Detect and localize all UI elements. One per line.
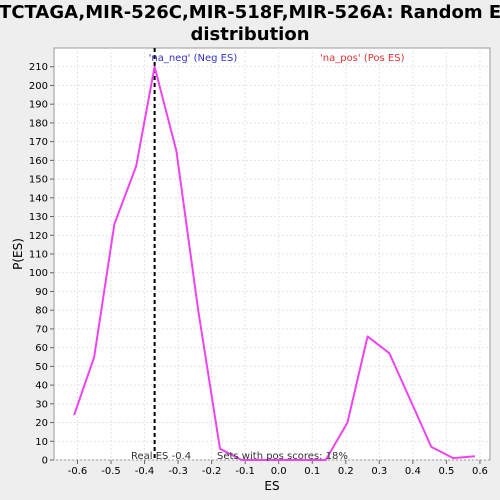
y-tick-label: 70	[35, 324, 48, 335]
y-tick-label: 160	[29, 156, 48, 167]
y-tick-label: 40	[35, 381, 48, 392]
x-tick-label: -0.6	[68, 466, 88, 477]
y-tick-label: 190	[29, 100, 48, 111]
y-tick-label: 210	[29, 62, 48, 73]
y-tick-label: 0	[42, 456, 48, 467]
x-tick-label: -0.5	[101, 466, 121, 477]
y-tick-label: 150	[29, 175, 48, 186]
x-tick-label: 0.4	[405, 466, 421, 477]
y-tick-label: 130	[29, 212, 48, 223]
x-tick-label: -0.1	[235, 466, 255, 477]
x-tick-label: 0.1	[304, 466, 320, 477]
y-tick-label: 30	[35, 399, 48, 410]
x-tick-label: 0.3	[371, 466, 387, 477]
pos-es-label: 'na_pos' (Pos ES)	[320, 53, 405, 64]
y-tick-label: 60	[35, 343, 48, 354]
y-tick-label: 170	[29, 137, 48, 148]
grid-lines	[54, 48, 490, 461]
neg-es-label: 'na_neg' (Neg ES)	[149, 53, 238, 64]
y-tick-label: 200	[29, 81, 48, 92]
real-es-text: Real ES -0.4	[131, 451, 191, 462]
y-tick-label: 180	[29, 118, 48, 129]
x-tick-label: 0.2	[338, 466, 354, 477]
y-tick-label: 50	[35, 362, 48, 373]
y-tick-label: 110	[29, 250, 48, 261]
es-distribution-line	[73, 65, 475, 461]
pos-scores-text: Sets with pos scores: 18%	[217, 451, 348, 462]
x-tick-label: 0.0	[271, 466, 287, 477]
y-axis-label: P(ES)	[11, 238, 25, 270]
y-tick-label: 100	[29, 268, 48, 279]
x-axis-ticks: -0.6 -0.5 -0.4 -0.3 -0.2 -0.1 0.0 0.1 0.2 0.3 0.4 0…	[68, 460, 488, 477]
chart-title-line2: distribution	[190, 24, 309, 45]
x-tick-label: -0.3	[168, 466, 188, 477]
x-tick-label: -0.2	[202, 466, 222, 477]
y-tick-label: 20	[35, 418, 48, 429]
y-tick-label: 80	[35, 306, 48, 317]
x-tick-label: -0.4	[135, 466, 155, 477]
x-axis-label: ES	[264, 479, 279, 493]
y-tick-label: 10	[35, 437, 48, 448]
y-axis-ticks: 0 10 20 30 40 50 60 70 80 90 100 110 120 130 140 150 160…	[29, 62, 54, 467]
y-tick-label: 90	[35, 287, 48, 298]
chart-title-line1: CTCTAGA,MIR-526C,MIR-518F,MIR-526A: Rand…	[0, 2, 500, 23]
y-tick-label: 120	[29, 231, 48, 242]
x-tick-label: 0.5	[438, 466, 454, 477]
y-tick-label: 140	[29, 193, 48, 204]
x-tick-label: 0.6	[472, 466, 488, 477]
